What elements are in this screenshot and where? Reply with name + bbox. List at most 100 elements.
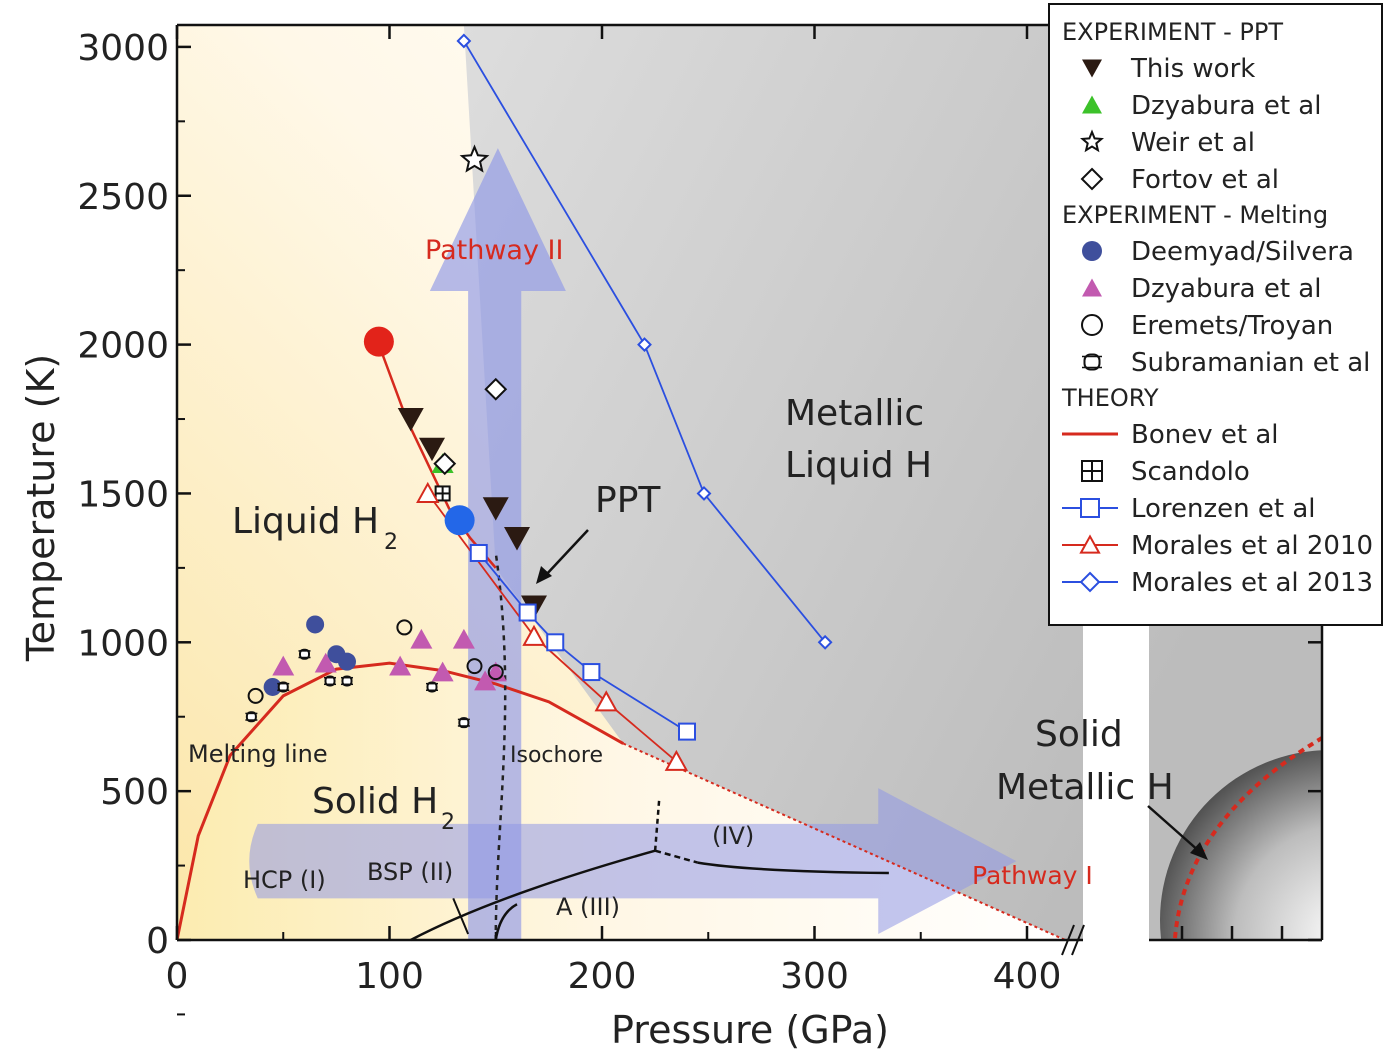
- legend-entry-label: Fortov et al: [1131, 165, 1279, 195]
- legend-entry-label: Scandolo: [1131, 457, 1250, 487]
- legend-marker: [1079, 534, 1101, 554]
- legend-marker: [1079, 571, 1101, 593]
- legend-entry-label: Dzyabura et al: [1131, 274, 1321, 304]
- point-morales-et-al-2010: [664, 749, 689, 771]
- pathway-arrows: [249, 148, 1017, 941]
- melting-curve: [175, 661, 624, 941]
- annotation-solid-h2: Solid H: [312, 781, 438, 822]
- point-lorenzen-et-al: [546, 633, 565, 652]
- annotation-bsp: BSP (II): [367, 858, 453, 886]
- legend-entry-label: This work: [1130, 54, 1255, 84]
- point-morales-et-al-2013: [456, 33, 472, 49]
- point-fortov-et-al: [484, 377, 508, 401]
- x-tick-label: 400: [993, 956, 1062, 997]
- point-eremets-troyan: [396, 619, 413, 636]
- point-eremets-troyan: [247, 687, 264, 704]
- x-tick-label: 0: [166, 956, 189, 997]
- legend-marker: [1081, 314, 1103, 336]
- axis-break-mark: [1071, 924, 1085, 956]
- annotation-a3: A (III): [556, 893, 620, 921]
- point-lorenzen-et-al: [469, 543, 488, 562]
- legend-marker: [1082, 95, 1102, 114]
- point-this-work: [504, 527, 530, 551]
- legend-marker: [1082, 353, 1102, 371]
- critical-point-1: [363, 326, 394, 357]
- point-dzyabura-et-al: [474, 670, 497, 691]
- phase-boundary-iii-iv-dash: [654, 849, 698, 864]
- melting-extrapolation: [622, 742, 1066, 941]
- point-dzyabura-et-al: [314, 652, 337, 673]
- legend-marker: [1082, 278, 1102, 297]
- annotation-pathway-1: Pathway I: [972, 861, 1093, 890]
- point-dzyabura-et-al: [410, 628, 433, 649]
- point-this-work: [482, 497, 509, 521]
- solid-metallic-arrow-head: [1190, 842, 1208, 860]
- annotation-liquid-h2: Liquid H: [232, 501, 379, 542]
- annotation-iv: (IV): [712, 822, 754, 850]
- point-subramanian-et-al: [277, 681, 290, 693]
- point-subramanian-et-al: [341, 675, 353, 687]
- isochore-line: [494, 552, 507, 941]
- ppt-arrow-head: [536, 566, 552, 584]
- data-markers: [245, 33, 833, 771]
- point-morales-et-al-2013: [817, 634, 833, 650]
- annotation-pathway-2: Pathway II: [425, 235, 563, 266]
- annotation-metallic-liquid-1: Metallic: [785, 393, 924, 434]
- bsp-pointer: [452, 897, 470, 935]
- legend-entry-label: Deemyad/Silvera: [1131, 237, 1354, 267]
- point-weir-et-al: [459, 144, 490, 173]
- annotation-metallic-liquid-2: Liquid H: [785, 445, 932, 486]
- phase-boundary-iv: [697, 861, 889, 875]
- point-deemyad-silvera: [263, 677, 282, 696]
- point-scandolo: [434, 485, 451, 502]
- y-tick-label: 1500: [77, 474, 169, 515]
- morales-2013-line: [463, 40, 826, 643]
- legend-entry-label: Morales et al 2013: [1131, 568, 1373, 598]
- legend-marker: [1082, 59, 1102, 78]
- annotation-isochore: Isochore: [510, 743, 603, 768]
- legend-marker: [1080, 498, 1100, 518]
- point-subramanian-et-al: [457, 717, 470, 729]
- point-morales-et-al-2010: [594, 690, 618, 712]
- legend-entry-label: Lorenzen et al: [1131, 494, 1316, 524]
- point-morales-et-al-2010: [522, 624, 546, 646]
- y-tick-label: 3000: [77, 28, 169, 69]
- point-deemyad-silvera: [306, 615, 325, 634]
- legend-entry-label: Morales et al 2010: [1131, 531, 1373, 561]
- annotation-solid-metallic-1: Solid: [1035, 714, 1123, 755]
- point-dzyabura-et-al: [272, 655, 295, 676]
- y-tick-label: 2000: [77, 326, 169, 367]
- morales-2010-line: [427, 492, 677, 763]
- point-dzyabura-et-al: [452, 628, 475, 649]
- annotation-liquid-h2-sub: 2: [384, 530, 398, 555]
- axis-break-mark: [1061, 924, 1075, 956]
- legend-entry-label: Subramanian et al: [1131, 348, 1370, 378]
- annotation-ppt: PPT: [595, 480, 661, 521]
- point-this-work: [397, 407, 424, 432]
- annotation-solid-h2-sub: 2: [441, 810, 455, 835]
- y-tick-label: 1000: [77, 623, 169, 664]
- phase-boundary-ii-iii: [410, 849, 656, 942]
- x-axis-label: Pressure (GPa): [611, 1008, 889, 1052]
- legend-entry-label: Eremets/Troyan: [1131, 311, 1333, 341]
- axes: 0 500 1000 1500 2000 2500 3000 0 100 200 300 400 Pre…: [19, 23, 1324, 1052]
- legend-entry-label: Dzyabura et al: [1131, 91, 1321, 121]
- legend-entry-label: Bonev et al: [1131, 420, 1278, 450]
- point-lorenzen-et-al: [678, 722, 696, 741]
- point-this-work: [419, 437, 445, 462]
- x-tick-label: 100: [355, 956, 424, 997]
- annotation-hcp: HCP (I): [243, 866, 326, 894]
- point-subramanian-et-al: [245, 711, 258, 723]
- y-tick-label: 500: [100, 772, 169, 813]
- solid-metallic-arrow-shaft: [1147, 805, 1201, 853]
- point-dzyabura-et-al: [431, 661, 454, 682]
- point-lorenzen-et-al: [518, 603, 537, 622]
- x-tick-label: 200: [568, 956, 637, 997]
- point-morales-et-al-2013: [696, 486, 712, 501]
- legend-marker: [1082, 241, 1102, 261]
- annotation-solid-metallic-2: Metallic H: [996, 767, 1174, 808]
- point-deemyad-silvera: [338, 652, 356, 671]
- point-eremets-troyan: [466, 658, 483, 675]
- pathway-2-arrow: [429, 148, 566, 941]
- pathway-1-arrow: [249, 788, 1017, 935]
